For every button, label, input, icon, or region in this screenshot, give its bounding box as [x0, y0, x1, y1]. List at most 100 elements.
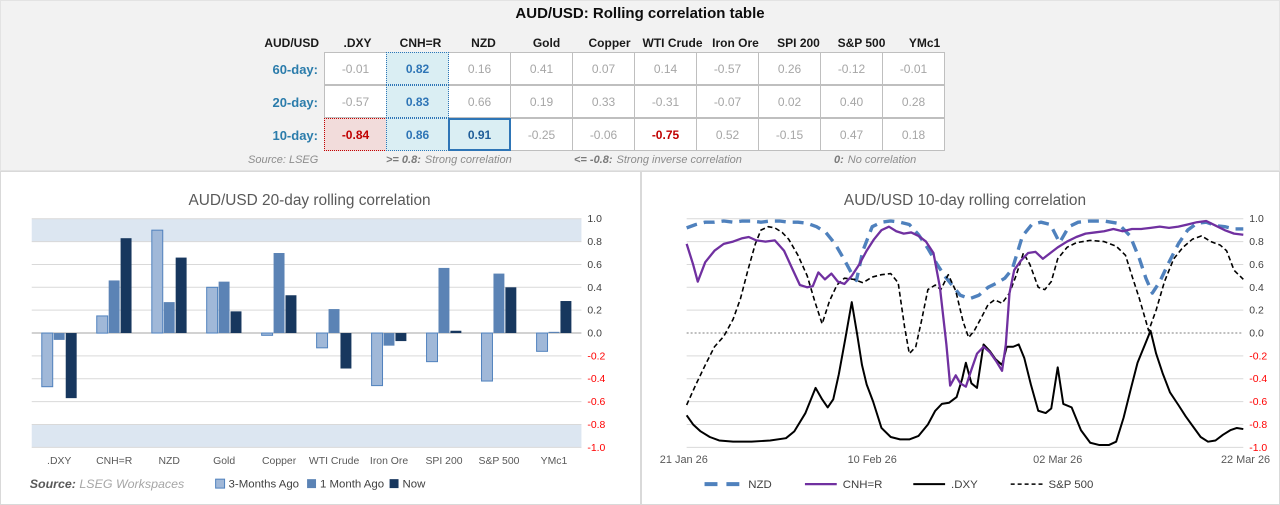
legend-label: NZD [748, 479, 771, 491]
series-line-dxy [685, 301, 1244, 447]
bar [426, 332, 438, 363]
table-corner-label: AUD/USD [264, 36, 319, 50]
column-header: CNH=R [399, 36, 442, 50]
correlation-value-cell: -0.25 [510, 118, 573, 151]
bar [41, 332, 54, 388]
correlation-value-cell: -0.75 [634, 118, 697, 151]
column-header: Copper [588, 36, 631, 50]
category-label: WTI Crude [309, 456, 360, 467]
table-key-none: 0: No correlation [834, 154, 916, 166]
table-footnote: Source: LSEG >= 0.8: Strong correlation <… [238, 154, 978, 170]
y-tick-label: -0.8 [587, 420, 605, 431]
correlation-value-cell: 0.66 [448, 85, 511, 118]
correlation-value-cell: 0.33 [572, 85, 635, 118]
correlation-value-cell: 0.86 [386, 118, 449, 151]
correlation-value-cell: -0.57 [324, 85, 387, 118]
y-tick-label: 0.0 [1249, 329, 1264, 340]
correlation-value-cell: 0.18 [882, 118, 945, 151]
y-tick-label: 0.6 [587, 260, 602, 271]
bar [548, 331, 560, 334]
key-none-threshold: 0: [834, 154, 844, 166]
bar [108, 280, 120, 334]
legend-label: Now [403, 479, 427, 491]
table-source: Source: LSEG [248, 154, 319, 166]
y-tick-label: -0.8 [1249, 420, 1267, 431]
bar [505, 287, 517, 334]
key-none-text: No correlation [847, 154, 917, 166]
y-tick-label: 0.2 [587, 306, 602, 317]
correlation-value-cell: -0.31 [634, 85, 697, 118]
bar [438, 267, 450, 334]
column-header: YMc1 [908, 36, 941, 50]
correlation-value-cell: 0.41 [510, 52, 573, 85]
correlation-value-cell: 0.52 [696, 118, 759, 151]
correlation-value-cell: 0.83 [386, 85, 449, 118]
correlation-value-cell: 0.47 [820, 118, 883, 151]
correlation-value-cell: 0.26 [758, 52, 821, 85]
series-line-sp500 [685, 225, 1244, 406]
category-label: Iron Ore [370, 456, 408, 467]
key-strong-threshold: >= 0.8: [386, 154, 421, 166]
correlation-value-cell: -0.12 [820, 52, 883, 85]
y-tick-label: -0.6 [1249, 397, 1267, 408]
correlation-value-cell: 0.91 [448, 118, 511, 151]
line-chart-svg: 1.0 0.8 0.6 0.4 0.2 0.0 -0.2 -0.4 -0.6 -0.8 -1.0 21… [660, 192, 1270, 491]
column-header: S&P 500 [837, 36, 886, 50]
category-label: S&P 500 [478, 456, 519, 467]
y-tick-label: -0.2 [587, 351, 605, 362]
y-tick-label: 0.8 [587, 237, 602, 248]
correlation-table: AUD/USD .DXY CNH=R NZD Gold Copper WTI Crude Ir… [238, 27, 956, 152]
bar [560, 301, 572, 334]
category-label: CNH=R [96, 456, 133, 467]
y-tick-label: 0.4 [1249, 283, 1264, 294]
legend-label: S&P 500 [1048, 479, 1093, 491]
bar [536, 332, 549, 352]
x-tick-label: 02 Mar 26 [1033, 454, 1082, 466]
correlation-value-cell: -0.06 [572, 118, 635, 151]
table-key-strong: >= 0.8: Strong correlation [386, 154, 512, 166]
correlation-value-cell: 0.14 [634, 52, 697, 85]
table-row: 60-day: -0.01 0.82 0.16 0.41 0.07 0.14 -0.57 0.2… [238, 52, 956, 86]
bar-chart-panel: 1.0 0.8 0.6 0.4 0.2 0.0 -0.2 -0.4 -0.6 -0.8 -1.0 .D… [0, 171, 641, 505]
correlation-value-cell: -0.01 [324, 52, 387, 85]
y-tick-label: -0.4 [587, 374, 605, 385]
correlation-value-cell: 0.28 [882, 85, 945, 118]
row-label: 20-day: [272, 95, 318, 110]
legend-swatch [215, 478, 226, 489]
correlation-value-cell: 0.40 [820, 85, 883, 118]
bar [175, 257, 187, 334]
table-key-inverse: <= -0.8: Strong inverse correlation [574, 154, 742, 166]
y-tick-label: -0.2 [1249, 351, 1267, 362]
bar [328, 309, 340, 334]
table-title: AUD/USD: Rolling correlation table [515, 5, 765, 22]
shaded-band [31, 218, 582, 242]
bar [151, 229, 164, 334]
bar [493, 273, 505, 334]
line-chart-panel: 1.0 0.8 0.6 0.4 0.2 0.0 -0.2 -0.4 -0.6 -0.8 -1.0 21… [641, 171, 1280, 505]
category-label: YMc1 [541, 456, 568, 467]
correlation-value-cell: 0.07 [572, 52, 635, 85]
bar [163, 302, 175, 334]
y-tick-label: 0.8 [1249, 237, 1264, 248]
key-strong-text: Strong correlation [424, 154, 512, 166]
y-tick-label: -1.0 [1249, 443, 1267, 454]
bar [53, 333, 65, 340]
correlation-value-cell: -0.57 [696, 52, 759, 85]
y-tick-label: 0.2 [1249, 306, 1264, 317]
bar [383, 333, 395, 346]
x-tick-label: 21 Jan 26 [660, 454, 708, 466]
correlation-value-cell: 0.02 [758, 85, 821, 118]
column-header: Gold [532, 36, 561, 50]
correlation-value-cell: -0.07 [696, 85, 759, 118]
row-label: 60-day: [272, 62, 318, 77]
correlation-table-panel: AUD/USD: Rolling correlation table AUD/U… [0, 0, 1280, 171]
shaded-band [31, 424, 582, 448]
key-inverse-text: Strong inverse correlation [616, 154, 742, 166]
bar [120, 238, 132, 334]
legend-label: CNH=R [843, 479, 883, 491]
y-tick-label: -1.0 [587, 443, 605, 454]
bar [395, 333, 407, 342]
y-tick-label: -0.6 [587, 397, 605, 408]
y-tick-label: 0.4 [587, 283, 602, 294]
